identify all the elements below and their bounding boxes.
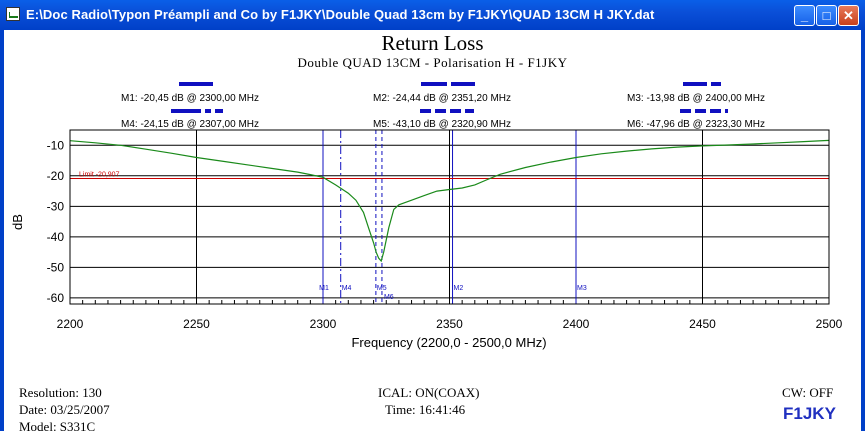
marker-m1-readout: M1: -20,45 dB @ 2300,00 MHz (121, 93, 259, 104)
chart-title: Return Loss (381, 31, 484, 55)
marker-m1-legend-bar (179, 82, 213, 86)
marker-m2-readout: M2: -24,44 dB @ 2351,20 MHz (373, 93, 511, 104)
marker-m4-legend-bar (171, 109, 223, 113)
ical-text: ICAL: ON(COAX) (378, 385, 480, 400)
marker-m6-legend-bar (680, 109, 728, 113)
marker-m5-legend-bar (420, 109, 474, 113)
marker-m3-legend-bar (683, 82, 721, 86)
window-title-bar[interactable]: E:\Doc Radio\Typon Préampli and Co by F1… (0, 0, 865, 30)
maximize-button[interactable]: □ (816, 5, 837, 26)
app-icon (6, 7, 20, 21)
window-frame (0, 30, 865, 431)
resolution-text: Resolution: 130 (19, 385, 102, 400)
marker-m3-readout: M3: -13,98 dB @ 2400,00 MHz (627, 93, 765, 104)
marker-m5-readout: M5: -43,10 dB @ 2320,90 MHz (373, 119, 511, 130)
time-text: Time: 16:41:46 (385, 402, 466, 417)
brand-label: F1JKY (783, 404, 836, 423)
close-button[interactable]: ✕ (838, 5, 859, 26)
date-text: Date: 03/25/2007 (19, 402, 110, 417)
chart-subtitle: Double QUAD 13CM - Polarisation H - F1JK… (297, 55, 568, 70)
marker-m6-readout: M6: -47,96 dB @ 2323,30 MHz (627, 119, 765, 130)
minimize-button[interactable]: _ (794, 5, 815, 26)
window-title: E:\Doc Radio\Typon Préampli and Co by F1… (26, 7, 655, 22)
marker-m4-readout: M4: -24,15 dB @ 2307,00 MHz (121, 119, 259, 130)
cw-status-text: CW: OFF (782, 385, 834, 400)
model-text: Model: S331C (19, 419, 96, 434)
marker-m2-legend-bar (421, 82, 475, 86)
